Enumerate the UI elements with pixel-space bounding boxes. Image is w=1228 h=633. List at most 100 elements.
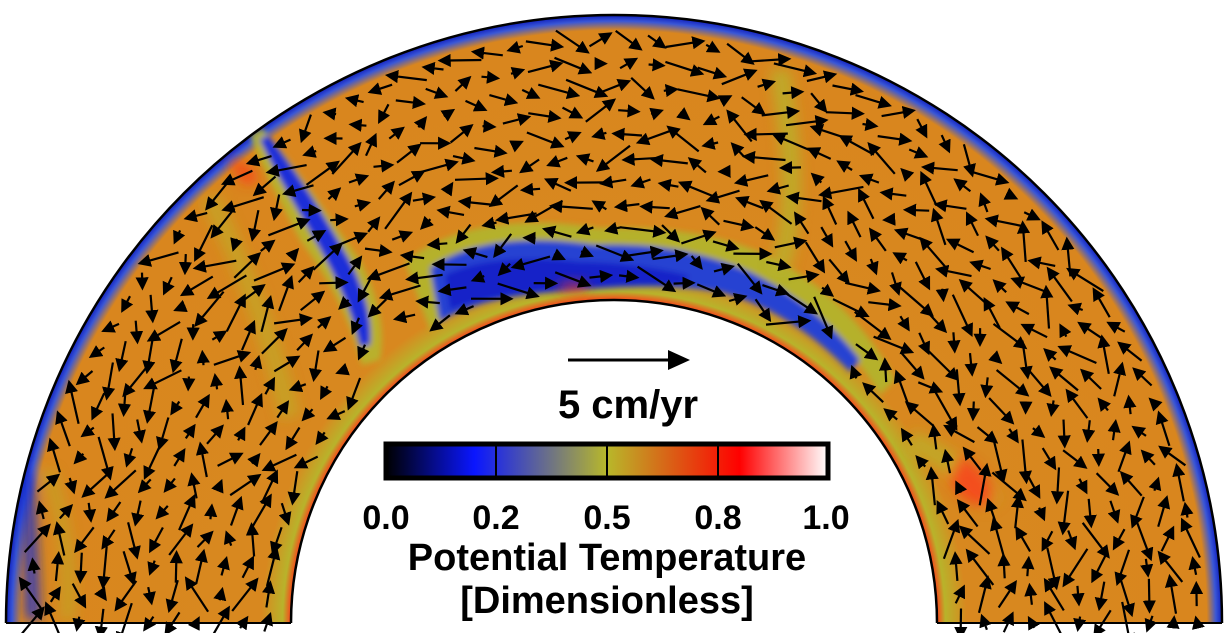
velocity-arrow (391, 230, 414, 243)
velocity-arrow (978, 462, 992, 506)
velocity-arrow (262, 580, 276, 608)
velocity-arrow (1030, 424, 1046, 438)
velocity-arrow (771, 133, 814, 153)
velocity-arrow (899, 351, 925, 380)
velocity-arrow (689, 255, 703, 270)
velocity-arrow (497, 262, 512, 277)
velocity-arrow (868, 298, 902, 312)
velocity-arrow (83, 502, 97, 523)
velocity-arrow (858, 188, 875, 220)
velocity-arrow (664, 205, 701, 220)
velocity-arrow (862, 117, 879, 131)
velocity-arrow (538, 83, 581, 100)
velocity-arrow (595, 244, 635, 262)
velocity-arrow (75, 370, 94, 386)
velocity-arrow (928, 423, 942, 450)
velocity-arrow (35, 500, 49, 520)
velocity-arrow (137, 478, 152, 494)
velocity-arrow (65, 379, 80, 425)
velocity-arrow (565, 78, 609, 98)
velocity-arrow (281, 184, 314, 198)
velocity-arrow (170, 400, 183, 416)
velocity-arrow (525, 38, 565, 52)
velocity-arrow (867, 142, 896, 175)
velocity-arrow (231, 577, 259, 612)
velocity-arrow (1112, 528, 1126, 551)
velocity-arrow (1107, 418, 1121, 441)
velocity-arrow (27, 557, 41, 574)
velocity-arrow (212, 605, 230, 633)
velocity-arrow (676, 107, 691, 121)
velocity-arrow (819, 283, 835, 297)
velocity-arrow (415, 295, 440, 309)
velocity-arrow (1001, 611, 1014, 633)
velocity-arrow (1050, 467, 1065, 505)
velocity-arrow (1077, 321, 1105, 341)
velocity-arrow (440, 181, 454, 197)
velocity-arrow (1132, 367, 1153, 387)
velocity-arrow (1130, 496, 1145, 529)
velocity-arrow (836, 160, 853, 173)
velocity-arrow (196, 530, 214, 548)
velocity-arrow (618, 269, 640, 283)
velocity-arrow (164, 611, 181, 633)
velocity-arrow (344, 94, 364, 108)
velocity-arrow (962, 446, 982, 471)
velocity-arrow (223, 530, 237, 546)
velocity-arrow (736, 263, 763, 295)
velocity-arrow (832, 82, 864, 96)
velocity-arrow (726, 42, 755, 65)
velocity-arrow (717, 95, 733, 108)
velocity-arrow (497, 282, 540, 300)
velocity-arrow (915, 118, 928, 139)
velocity-arrow (127, 522, 141, 560)
velocity-arrow (591, 127, 607, 140)
velocity-arrow (554, 271, 592, 288)
velocity-arrow (665, 60, 705, 77)
velocity-arrow (58, 503, 74, 520)
velocity-arrow (173, 229, 186, 245)
velocity-arrow (935, 264, 972, 278)
velocity-arrow (384, 191, 413, 230)
velocity-arrow (454, 172, 499, 186)
velocity-arrow (1080, 368, 1102, 390)
velocity-arrow (412, 192, 437, 206)
velocity-arrow (1057, 490, 1071, 536)
velocity-arrow (488, 184, 519, 208)
velocity-arrow (115, 602, 133, 633)
velocity-arrow (1000, 246, 1024, 281)
velocity-arrow (217, 555, 230, 576)
velocity-arrow (206, 424, 224, 445)
velocity-arrow (705, 40, 721, 53)
velocity-arrow (249, 354, 263, 371)
velocity-arrow (213, 350, 252, 366)
velocity-arrow (575, 153, 594, 166)
velocity-arrow (1043, 347, 1058, 362)
velocity-arrow (48, 586, 61, 603)
velocity-arrow (889, 272, 902, 296)
velocity-arrow (977, 575, 992, 614)
velocity-arrow (196, 349, 210, 366)
velocity-arrow (262, 376, 276, 395)
velocity-arrow (810, 172, 825, 187)
velocity-arrow (367, 82, 393, 95)
velocity-arrow (220, 169, 253, 186)
velocity-arrow (941, 448, 955, 474)
velocity-arrow (260, 612, 273, 632)
velocity-arrow (73, 450, 88, 465)
colorbar: 0.0 0.2 0.5 0.8 1.0 Potential Temperatur… (362, 441, 850, 622)
velocity-arrow (681, 229, 717, 245)
velocity-arrow (917, 332, 930, 356)
velocity-arrow (247, 392, 263, 426)
velocity-arrow (129, 320, 144, 345)
velocity-arrow (820, 226, 834, 248)
velocity-arrow (844, 281, 881, 295)
velocity-arrow (1041, 220, 1060, 251)
velocity-arrow (106, 501, 122, 523)
velocity-arrow (348, 173, 370, 186)
velocity-arrow (920, 161, 958, 175)
velocity-arrow (1024, 582, 1038, 605)
velocity-arrow (454, 75, 472, 92)
velocity-arrow (288, 379, 307, 393)
velocity-arrow (995, 369, 1030, 397)
